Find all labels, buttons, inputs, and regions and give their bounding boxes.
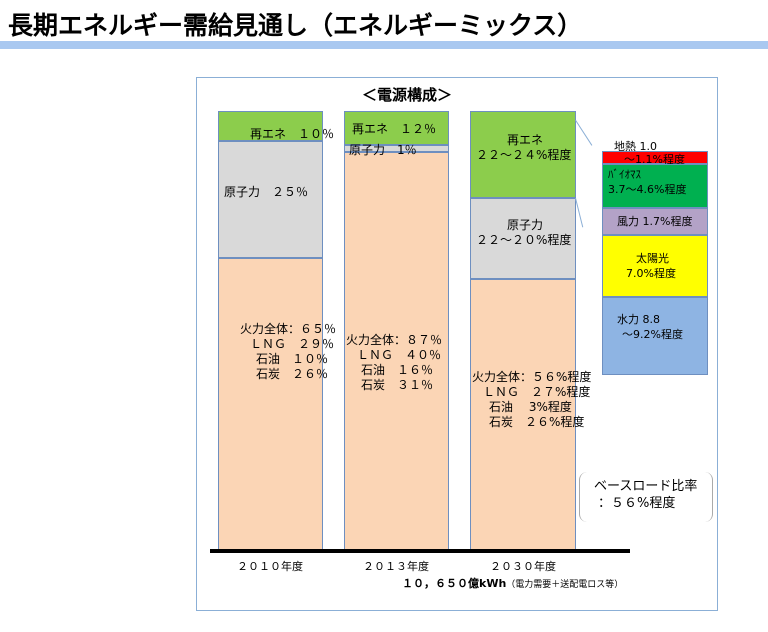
label-2010-nuclear: 原子力 ２５％ <box>224 185 309 199</box>
breakdown-hydro <box>602 297 708 375</box>
breakdown-geothermal <box>602 151 708 164</box>
label-2013-nuclear: 原子力 1％ <box>349 143 417 157</box>
breakdown-solar-label-2: 7.0%程度 <box>626 267 676 280</box>
total-demand-note: （電力需要＋送配電ロス等） <box>506 580 624 590</box>
breakdown-biomass-label-2: 3.7～4.6%程度 <box>608 183 687 196</box>
bar-2010-fossil <box>218 258 323 551</box>
chart-baseline <box>210 549 630 553</box>
x-tick-2030: ２０３０年度 <box>490 560 556 573</box>
breakdown-biomass <box>602 164 708 208</box>
bar-2010-renew <box>218 111 323 141</box>
label-2013-oil: 石油 １６％ <box>361 363 434 377</box>
breakdown-hydro-label-2: ～9.2%程度 <box>622 328 683 341</box>
x-tick-2010: ２０１０年度 <box>237 560 303 573</box>
total-demand: １０，６５０億kWh（電力需要＋送配電ロス等） <box>402 575 623 591</box>
label-2013-renew: 再エネ １２％ <box>352 122 437 136</box>
x-tick-2013: ２０１３年度 <box>363 560 429 573</box>
bar-2030-nuclear <box>470 198 576 279</box>
bar-2013-nuclear <box>344 145 449 152</box>
breakdown-solar-label-1: 太陽光 <box>636 252 669 265</box>
label-2030-coal: 石炭 ２６%程度 <box>489 415 585 429</box>
chart-title: ＜電源構成＞ <box>362 86 453 104</box>
label-2030-lng: ＬＮＧ ２７%程度 <box>483 385 591 399</box>
baseload-text: ベースロード比率 ：５６%程度 <box>594 478 697 512</box>
label-2030-nuclear-value: ２２～２０%程度 <box>476 233 572 247</box>
bar-2010-nuclear <box>218 141 323 258</box>
page-title: 長期エネルギー需給見通し（エネルギーミックス） <box>8 11 583 40</box>
label-2030-renew-name: 再エネ <box>507 133 544 147</box>
title-rule <box>0 41 768 49</box>
breakdown-geothermal-label-1: 地熱 1.0 <box>614 140 657 153</box>
label-2030-fossil-total: 火力全体：５６%程度 <box>472 370 592 384</box>
breakdown-wind-label: 風力 1.7%程度 <box>617 215 693 228</box>
label-2013-lng: ＬＮＧ ４０％ <box>357 348 442 362</box>
breakdown-hydro-label-1: 水力 8.8 <box>617 313 660 326</box>
label-2010-lng: ＬＮＧ ２９％ <box>250 337 335 351</box>
label-2030-renew-value: ２２～２４%程度 <box>476 148 572 162</box>
label-2013-fossil-total: 火力全体：８７％ <box>346 333 443 347</box>
baseload-line-1: ベースロード比率 <box>594 479 698 494</box>
label-2010-renew: 再エネ １０％ <box>250 127 335 141</box>
breakdown-geothermal-label-2: ～1.1%程度 <box>624 153 685 166</box>
breakdown-biomass-label-1: ﾊﾞｲｵﾏｽ <box>608 168 641 181</box>
label-2010-fossil-total: 火力全体：６５％ <box>240 322 337 336</box>
breakdown-wind <box>602 208 708 235</box>
bar-2030-fossil <box>470 279 576 551</box>
label-2013-coal: 石炭 ３１％ <box>361 378 434 392</box>
baseload-bracket <box>579 472 713 522</box>
total-demand-value: １０，６５０億kWh <box>402 577 507 590</box>
breakdown-solar <box>602 235 708 297</box>
label-2010-oil: 石油 １０％ <box>256 352 329 366</box>
label-2030-oil: 石油 3%程度 <box>489 400 572 414</box>
bar-2013-renew <box>344 111 449 145</box>
label-2010-coal: 石炭 ２６％ <box>256 367 329 381</box>
baseload-line-2: ：５６%程度 <box>598 496 676 511</box>
label-2030-nuclear-name: 原子力 <box>507 218 544 232</box>
bar-2030-renew <box>470 111 576 198</box>
